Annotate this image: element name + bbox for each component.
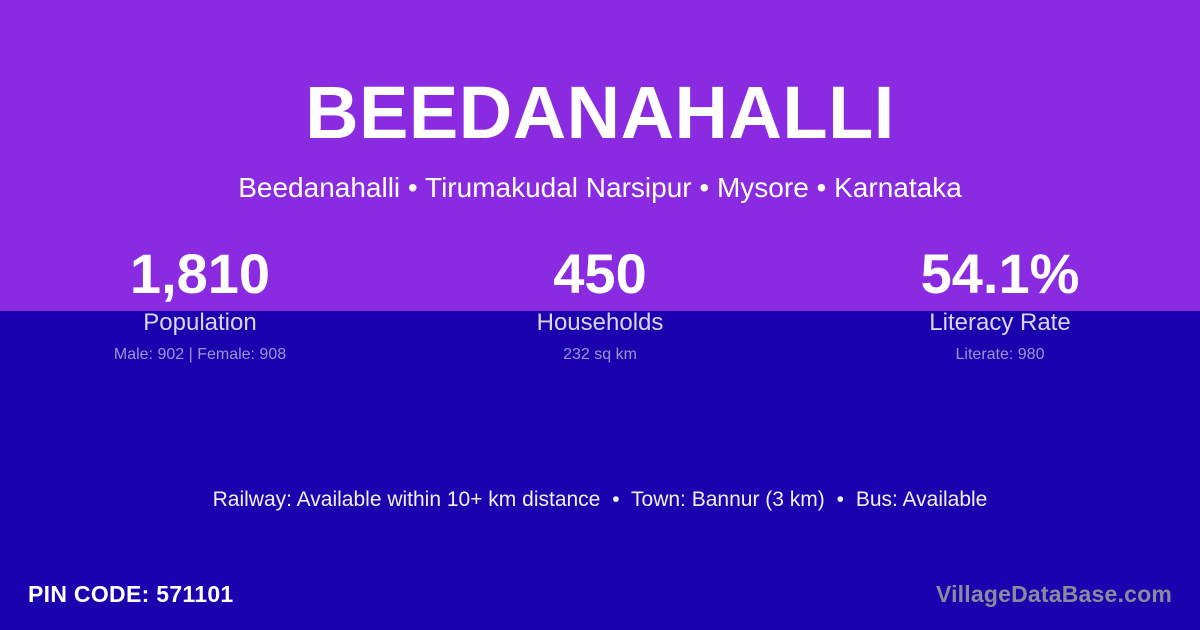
stat-label-households: Households — [536, 309, 664, 336]
stat-value-literacy-rate: 54.1% — [920, 242, 1080, 305]
purple-header-band — [0, 0, 1200, 311]
card-header: BEEDANAHALLI Beedanahalli • Tirumakudal … — [0, 0, 1200, 225]
card-footer: PIN CODE: 571101 VillageDataBase.com — [0, 574, 1200, 614]
amenity-separator-1: • — [612, 488, 620, 511]
stat-literacy-rate: 54.1% Literacy Rate Literate: 980 — [800, 243, 1200, 364]
stats-row: 1,810 Population Male: 902 | Female: 908… — [0, 243, 1200, 364]
stat-sub-population: Male: 902 | Female: 908 — [113, 346, 287, 363]
brand-watermark: VillageDataBase.com — [935, 581, 1172, 607]
stat-households: 450 Households 232 sq km — [400, 243, 800, 364]
breadcrumb: Beedanahalli • Tirumakudal Narsipur • My… — [238, 172, 962, 203]
stat-value-households: 450 — [553, 242, 647, 305]
stat-label-literacy-rate: Literacy Rate — [929, 309, 1071, 336]
amenity-railway: Railway: Available within 10+ km distanc… — [212, 488, 601, 511]
stat-sub-households: 232 sq km — [563, 346, 637, 363]
stat-value-population: 1,810 — [129, 242, 271, 305]
amenities-line: Railway: Available within 10+ km distanc… — [0, 487, 1200, 513]
page-title: BEEDANAHALLI — [305, 71, 895, 154]
amenity-bus: Bus: Available — [855, 488, 988, 511]
stat-label-population: Population — [143, 309, 257, 336]
amenity-town: Town: Bannur (3 km) — [631, 488, 825, 511]
amenity-separator-2: • — [836, 488, 844, 511]
stat-population: 1,810 Population Male: 902 | Female: 908 — [0, 243, 400, 364]
stat-sub-literacy-rate: Literate: 980 — [955, 346, 1045, 363]
pin-code: PIN CODE: 571101 — [28, 581, 234, 607]
